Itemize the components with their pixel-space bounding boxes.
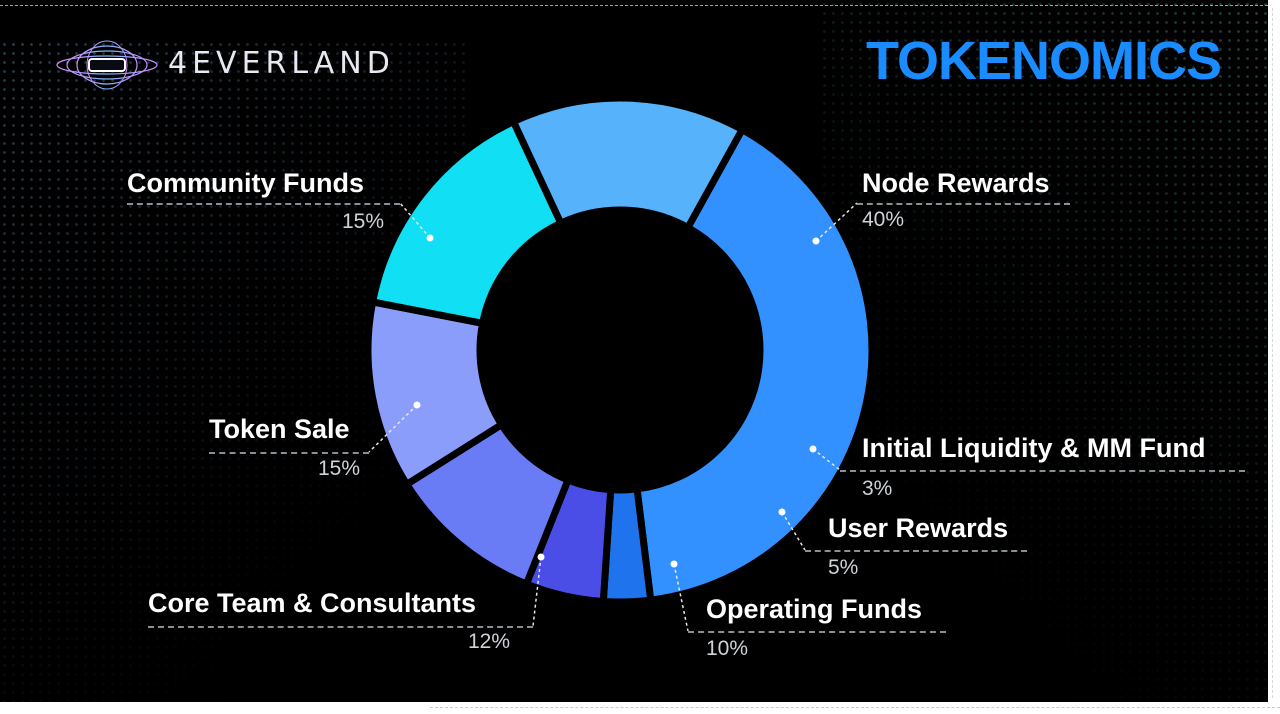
- leader-dot: [809, 445, 817, 453]
- label-underline: [805, 550, 1027, 552]
- slice-label: Core Team & Consultants: [148, 588, 477, 618]
- slice-label: Operating Funds: [706, 594, 922, 624]
- leader-dot: [413, 401, 421, 409]
- leader-dot: [812, 237, 820, 245]
- slice-percent: 5%: [828, 556, 859, 579]
- donut-chart: [368, 94, 876, 632]
- brand-name: 4EVERLAND: [168, 46, 395, 81]
- leader-dot: [778, 508, 786, 516]
- leader-dot: [426, 234, 434, 242]
- slice-label: Community Funds: [127, 168, 364, 198]
- edge-dash-bottom: [430, 707, 1280, 708]
- leader-line: [781, 511, 806, 551]
- tokenomics-slide: 4EVERLAND TOKENOMICS Node Rewards 40% Init…: [0, 0, 1268, 702]
- leader-dot: [537, 553, 545, 561]
- 4everland-logo-icon: [56, 40, 158, 90]
- slice-percent: 10%: [706, 637, 749, 660]
- slice-percent: 12%: [468, 630, 511, 653]
- label-underline: [148, 626, 533, 628]
- chart-title: TOKENOMICS: [866, 31, 1222, 91]
- label-underline: [209, 452, 369, 454]
- slice-label: User Rewards: [828, 513, 1009, 543]
- leader-dot: [670, 560, 678, 568]
- slice-node-rewards: [633, 126, 876, 604]
- slice-percent: 15%: [342, 210, 385, 233]
- leader-line: [368, 404, 418, 453]
- slice-label: Token Sale: [209, 414, 350, 444]
- slice-label: Node Rewards: [862, 168, 1050, 198]
- slice-percent: 15%: [318, 457, 361, 480]
- dot-pattern-right: [820, 0, 1268, 702]
- edge-dash-right: [1272, 8, 1273, 698]
- slice-percent: 3%: [862, 477, 893, 500]
- label-underline: [840, 470, 1245, 472]
- slice-percent: 40%: [862, 208, 905, 231]
- slice-label: Initial Liquidity & MM Fund: [862, 433, 1206, 463]
- leader-line: [399, 202, 431, 239]
- label-underline: [688, 631, 946, 633]
- slice-community-funds: [510, 94, 746, 232]
- edge-dash-top: [0, 5, 1268, 6]
- label-underline: [127, 203, 400, 205]
- label-underline: [857, 203, 1070, 205]
